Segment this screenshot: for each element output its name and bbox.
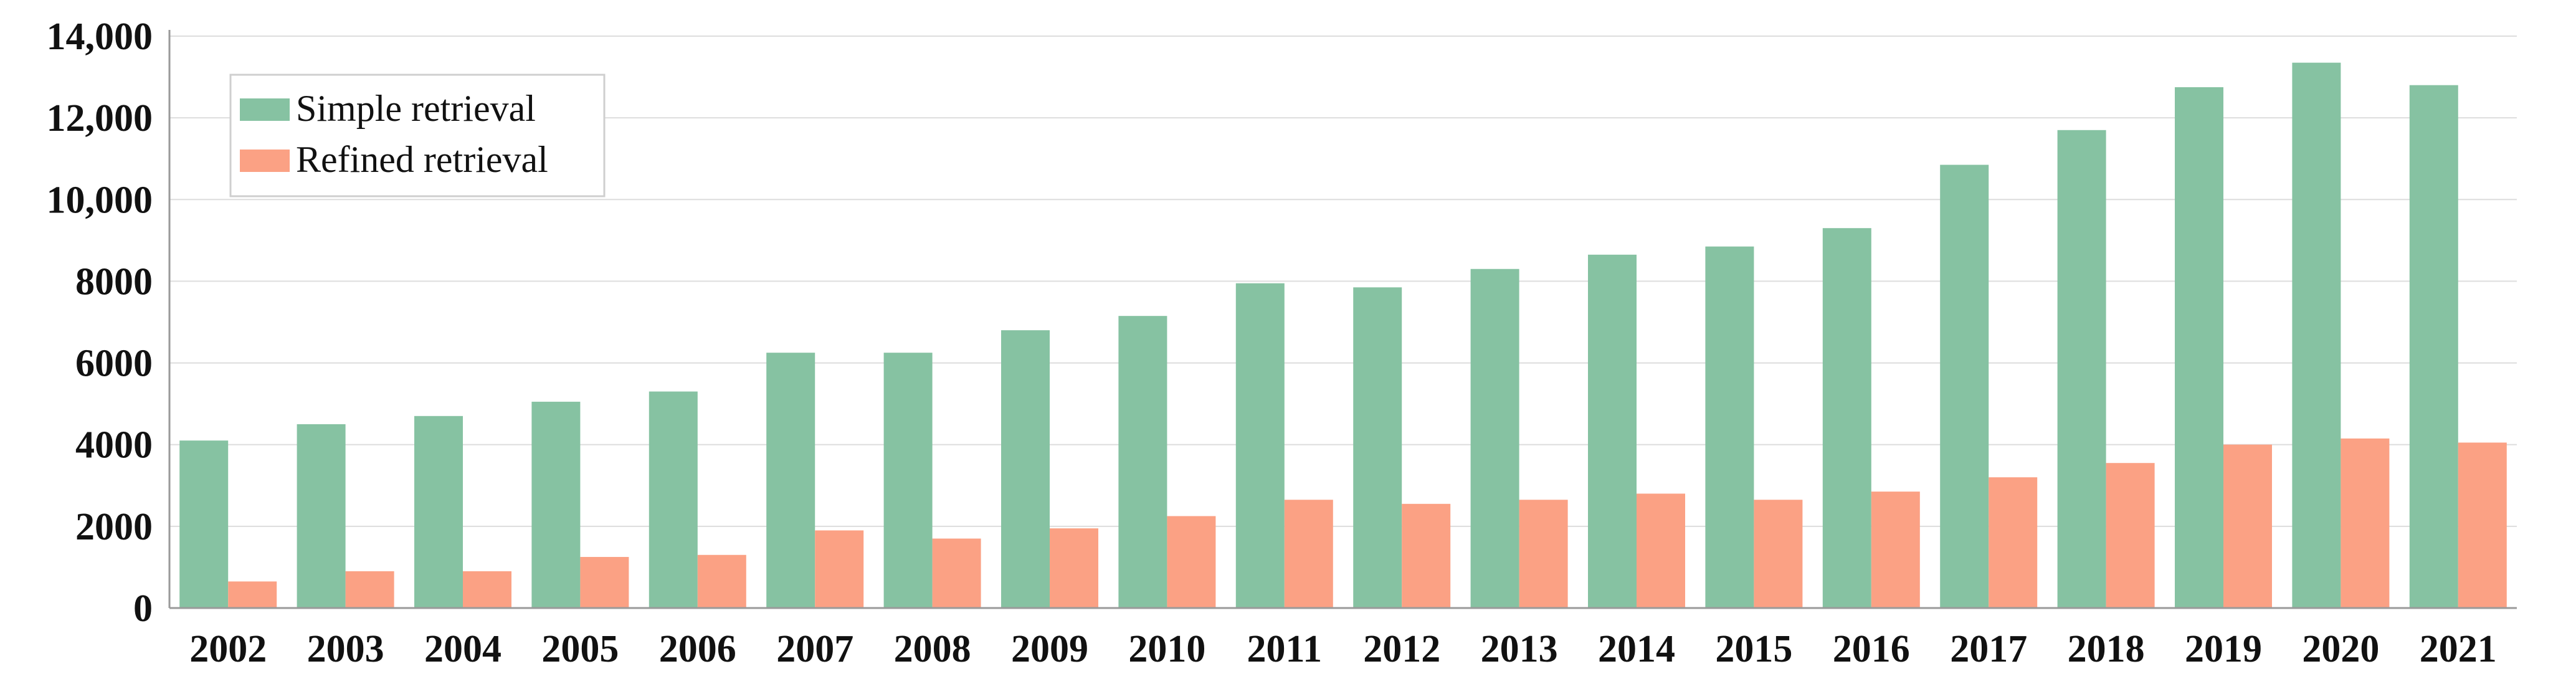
bar-refined-retrieval-2012 [1402, 503, 1451, 608]
bar-simple-retrieval-2018 [2057, 130, 2106, 609]
x-tick-label-2003: 2003 [307, 628, 384, 670]
bar-simple-retrieval-2020 [2292, 62, 2341, 608]
x-tick-label-2015: 2015 [1715, 628, 1792, 670]
y-tick-label-6000: 6000 [75, 343, 153, 385]
bar-simple-retrieval-2012 [1353, 287, 1402, 608]
bar-refined-retrieval-2013 [1519, 500, 1568, 608]
x-tick-label-2018: 2018 [2068, 628, 2145, 670]
bar-simple-retrieval-2019 [2175, 87, 2223, 608]
x-tick-label-2020: 2020 [2302, 628, 2379, 670]
x-tick-label-2021: 2021 [2420, 628, 2497, 670]
bar-simple-retrieval-2011 [1235, 283, 1285, 608]
bar-simple-retrieval-2010 [1118, 316, 1167, 608]
bar-refined-retrieval-2010 [1167, 516, 1216, 608]
bar-refined-retrieval-2005 [580, 557, 629, 608]
bar-simple-retrieval-2005 [531, 401, 581, 608]
y-tick-label-10000: 10,000 [47, 179, 153, 221]
bar-refined-retrieval-2003 [345, 571, 394, 608]
x-tick-label-2008: 2008 [894, 628, 971, 670]
bar-refined-retrieval-2004 [463, 571, 511, 608]
bar-simple-retrieval-2017 [1940, 164, 1989, 608]
bar-refined-retrieval-2011 [1284, 500, 1333, 608]
legend-label-simple-retrieval: Simple retrieval [296, 88, 536, 129]
bar-simple-retrieval-2008 [883, 353, 933, 608]
x-tick-label-2002: 2002 [189, 628, 267, 670]
bar-simple-retrieval-2003 [297, 424, 346, 608]
x-tick-label-2012: 2012 [1363, 628, 1440, 670]
bar-simple-retrieval-2009 [1001, 330, 1050, 608]
x-tick-label-2016: 2016 [1833, 628, 1910, 670]
legend-box [229, 74, 606, 197]
x-tick-label-2007: 2007 [776, 628, 853, 670]
bar-refined-retrieval-2019 [2223, 444, 2272, 608]
bar-refined-retrieval-2020 [2341, 438, 2390, 608]
y-tick-label-8000: 8000 [75, 260, 153, 303]
bar-refined-retrieval-2002 [228, 581, 277, 608]
bar-simple-retrieval-2004 [414, 416, 463, 608]
y-tick-label-14000: 14,000 [47, 16, 153, 58]
x-tick-labels: 2002 2003 2004 2005 2006 2007 2008 2009 2010 2011… [189, 628, 2497, 670]
y-tick-label-0: 0 [133, 587, 153, 630]
y-tick-label-2000: 2000 [75, 506, 153, 548]
legend-label-refined-retrieval: Refined retrieval [296, 139, 548, 180]
bar-refined-retrieval-2008 [932, 538, 981, 608]
legend: Simple retrieval Refined retrieval [229, 74, 606, 197]
bar-refined-retrieval-2007 [815, 530, 864, 608]
bar-simple-retrieval-2016 [1822, 228, 1871, 609]
bar-refined-retrieval-2017 [1989, 477, 2038, 608]
bar-refined-retrieval-2016 [1871, 492, 1920, 608]
x-tick-label-2013: 2013 [1481, 628, 1558, 670]
bar-simple-retrieval-2014 [1588, 254, 1637, 608]
x-tick-label-2009: 2009 [1011, 628, 1088, 670]
x-tick-label-2004: 2004 [424, 628, 501, 670]
x-tick-label-2006: 2006 [659, 628, 736, 670]
bar-refined-retrieval-2006 [697, 554, 746, 608]
bar-simple-retrieval-2013 [1470, 268, 1519, 608]
legend-swatch-refined-retrieval [240, 150, 290, 172]
axes [168, 30, 2517, 609]
bar-simple-retrieval-2002 [179, 440, 229, 608]
bars [179, 62, 2507, 609]
legend-swatch-simple-retrieval [240, 98, 290, 121]
bar-refined-retrieval-2018 [2106, 463, 2155, 608]
y-tick-label-4000: 4000 [75, 424, 153, 467]
x-tick-label-2019: 2019 [2185, 628, 2262, 670]
bar-refined-retrieval-2009 [1050, 528, 1098, 608]
x-tick-label-2014: 2014 [1598, 628, 1675, 670]
bar-refined-retrieval-2021 [2458, 442, 2507, 608]
x-tick-label-2017: 2017 [1950, 628, 2027, 670]
y-tick-labels: 0 2000 4000 6000 8000 10,000 12,000 14,000 [47, 16, 153, 630]
bar-simple-retrieval-2021 [2409, 85, 2458, 608]
y-tick-label-12000: 12,000 [47, 97, 153, 140]
bar-simple-retrieval-2007 [766, 353, 815, 608]
bar-simple-retrieval-2006 [649, 391, 698, 608]
bar-refined-retrieval-2014 [1637, 493, 1685, 608]
x-tick-label-2005: 2005 [541, 628, 619, 670]
x-tick-label-2011: 2011 [1247, 628, 1323, 670]
x-tick-label-2010: 2010 [1128, 628, 1205, 670]
bar-refined-retrieval-2015 [1754, 500, 1803, 608]
bar-simple-retrieval-2015 [1705, 246, 1754, 608]
